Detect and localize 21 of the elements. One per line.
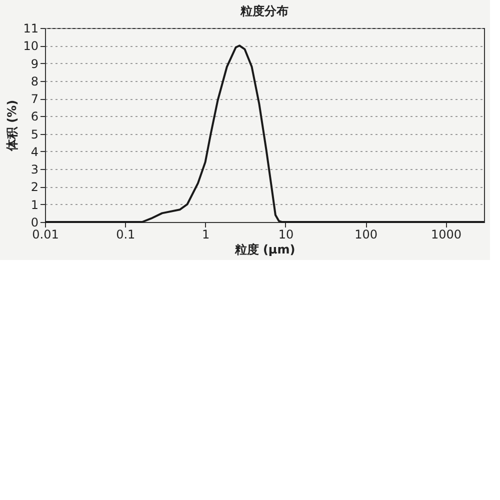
y-tick-label: 8 (30, 74, 38, 88)
y-tick-label: 0 (30, 216, 38, 230)
y-tick-label: 7 (30, 92, 38, 106)
chart-title: 粒度分布 (240, 4, 288, 18)
y-tick-label: 2 (30, 180, 38, 194)
y-axis-title: 体积 (%) (5, 100, 20, 152)
y-tick-label: 5 (30, 127, 38, 142)
x-tick-label: 0.01 (32, 228, 59, 242)
x-tick-label: 1 (202, 228, 210, 242)
x-tick-label: 10 (278, 228, 294, 242)
x-tick-label: 0.1 (116, 228, 136, 242)
y-tick-label: 9 (30, 56, 38, 71)
y-tick-label: 6 (30, 110, 38, 124)
y-tick-label: 10 (23, 39, 38, 54)
x-axis-title: 粒度 (μm) (234, 242, 296, 256)
x-tick-label: 100 (354, 228, 378, 242)
y-tick-label: 11 (23, 22, 38, 36)
x-tick-label: 1000 (430, 228, 462, 242)
y-tick-label: 3 (30, 162, 38, 177)
y-tick-label: 4 (30, 144, 38, 159)
y-tick-label: 1 (30, 198, 38, 212)
